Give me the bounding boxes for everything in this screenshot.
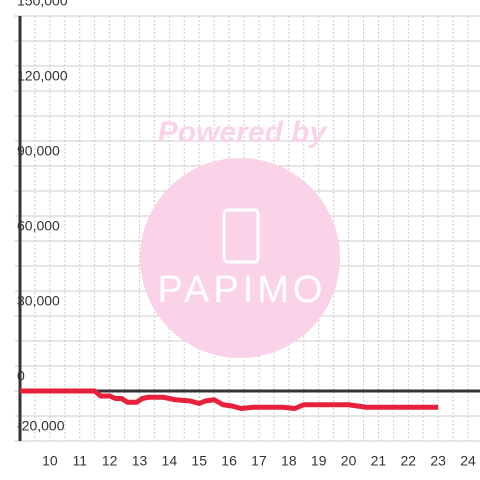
y-tick-label: 120,000: [17, 68, 68, 84]
x-tick-label: 16: [221, 453, 237, 469]
x-tick-label: 15: [191, 453, 207, 469]
x-tick-label: 21: [371, 453, 387, 469]
watermark-circle: [140, 158, 340, 358]
data-line: [20, 388, 439, 411]
x-tick-label: 13: [132, 453, 148, 469]
y-tick-label: -20,000: [17, 418, 65, 434]
x-tick-label: 22: [401, 453, 417, 469]
x-tick-label: 19: [311, 453, 327, 469]
y-tick-label: 30,000: [17, 293, 60, 309]
y-tick-label: 90,000: [17, 143, 60, 159]
x-tick-label: 23: [430, 453, 446, 469]
y-tick-label: 60,000: [17, 218, 60, 234]
watermark-phone: [222, 208, 260, 264]
x-tick-label: 10: [42, 453, 58, 469]
watermark-brand: PAPIMO: [158, 269, 327, 311]
x-tick-label: 14: [162, 453, 178, 469]
x-tick-label: 11: [72, 453, 87, 469]
x-tick-label: 17: [251, 453, 267, 469]
watermark: Powered by PAPIMO: [140, 116, 340, 358]
x-tick-label: 20: [341, 453, 357, 469]
watermark-text: Powered by: [158, 116, 328, 149]
x-tick-label: 12: [102, 453, 118, 469]
x-tick-label: 24: [460, 453, 476, 469]
x-tick-label: 18: [281, 453, 297, 469]
y-tick-label: 150,000: [17, 0, 68, 9]
